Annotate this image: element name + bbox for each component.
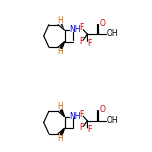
Polygon shape	[60, 128, 64, 135]
Text: NH: NH	[69, 112, 81, 121]
Text: O: O	[100, 19, 106, 28]
Text: O: O	[100, 105, 106, 114]
Text: F: F	[87, 39, 92, 48]
Text: F: F	[79, 123, 84, 132]
Text: F: F	[87, 125, 92, 134]
Text: OH: OH	[107, 29, 119, 38]
Text: OH: OH	[107, 116, 119, 125]
Text: H: H	[57, 47, 63, 56]
Polygon shape	[60, 42, 64, 48]
Text: H: H	[57, 102, 63, 111]
Text: NH: NH	[69, 25, 81, 34]
Text: F: F	[79, 110, 84, 119]
Text: F: F	[79, 37, 84, 46]
Polygon shape	[60, 110, 64, 117]
Text: H: H	[57, 16, 63, 25]
Text: H: H	[57, 134, 63, 143]
Text: F: F	[79, 23, 84, 32]
